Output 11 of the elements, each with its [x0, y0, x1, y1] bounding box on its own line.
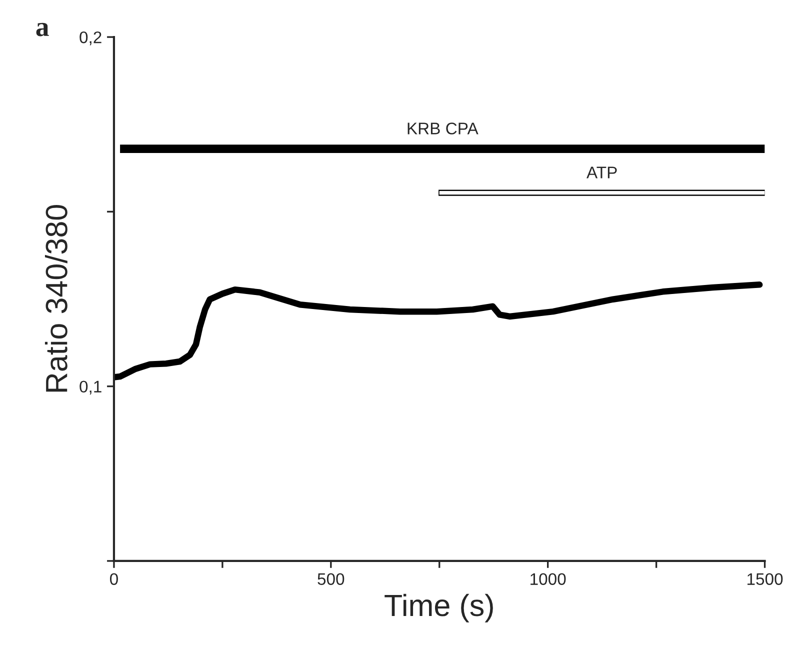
y-tick-label: 0,1 — [80, 380, 102, 394]
y-tick-label: 0,2 — [80, 31, 102, 46]
series-label: ATP — [586, 166, 617, 178]
x-tick-label: 500 — [318, 573, 344, 585]
text: a — [36, 22, 49, 36]
x-tick-label: 1500 — [748, 573, 783, 585]
x-tick-label: 1000 — [530, 573, 566, 585]
x-tick-label: 0 — [110, 573, 118, 585]
series-label: KRB CPA — [408, 122, 478, 134]
y-axis-title: Ratio 340/380 — [44, 205, 68, 392]
x-axis-title: Time (s) — [384, 594, 493, 622]
